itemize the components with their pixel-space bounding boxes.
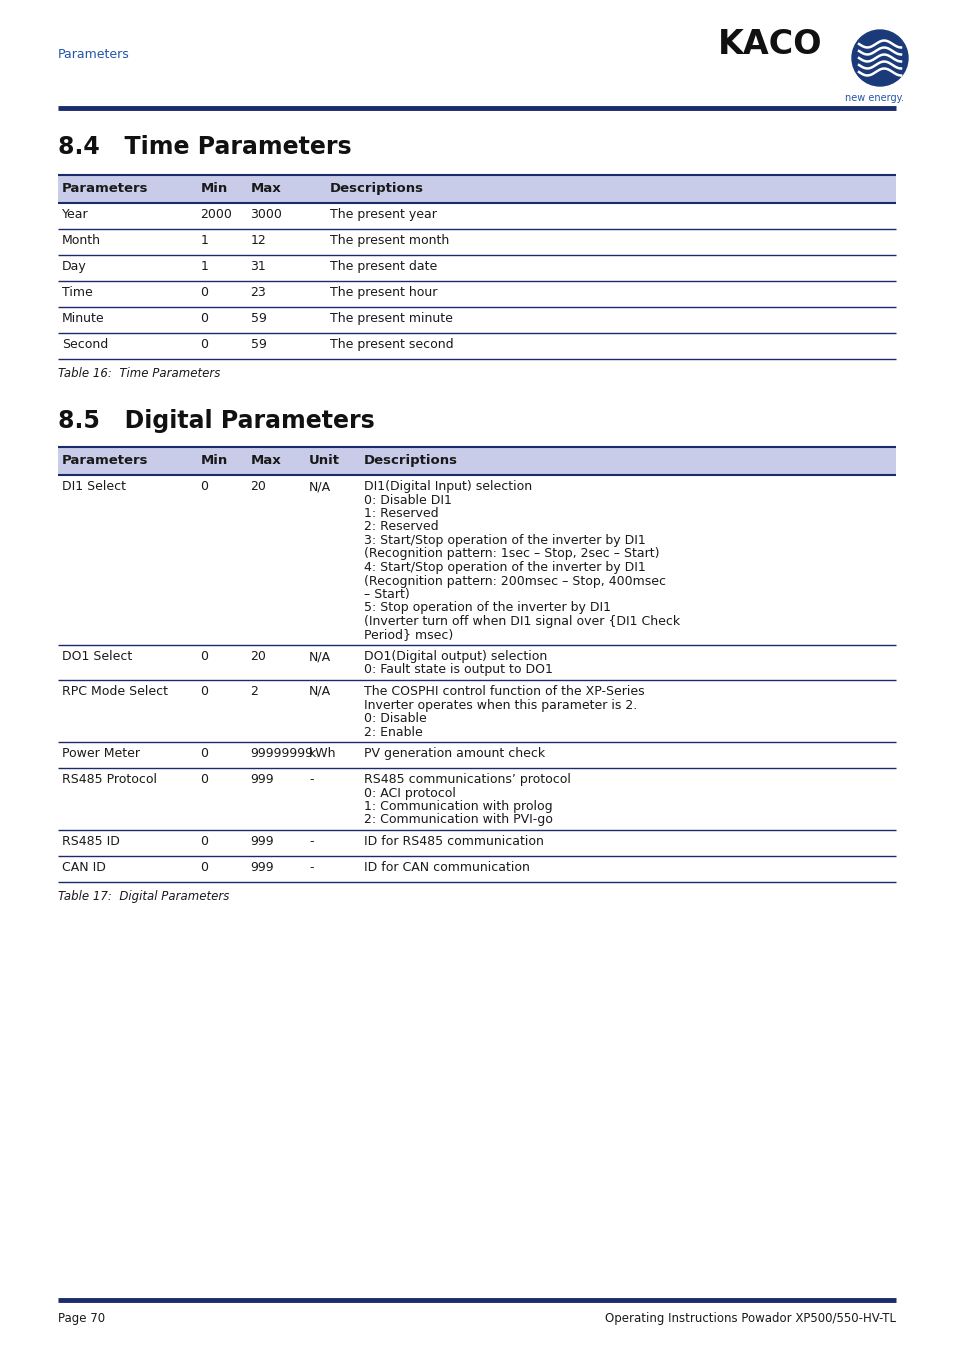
Text: Parameters: Parameters [62, 454, 149, 467]
Text: -: - [309, 836, 314, 848]
Text: ID for RS485 communication: ID for RS485 communication [363, 836, 543, 848]
Text: kWh: kWh [309, 747, 336, 760]
Text: 2: 2 [251, 684, 258, 698]
Text: 8.5   Digital Parameters: 8.5 Digital Parameters [58, 409, 375, 433]
Text: 0: Disable: 0: Disable [363, 711, 426, 725]
Text: 1: 1 [200, 234, 208, 247]
Text: Parameters: Parameters [62, 182, 149, 194]
Text: 59: 59 [251, 312, 266, 325]
Text: Month: Month [62, 234, 101, 247]
Text: 0: 0 [200, 747, 208, 760]
Text: 99999999: 99999999 [251, 747, 314, 760]
Text: N/A: N/A [309, 481, 331, 493]
Text: (Recognition pattern: 1sec – Stop, 2sec – Start): (Recognition pattern: 1sec – Stop, 2sec … [363, 548, 659, 560]
Text: Min: Min [200, 182, 227, 194]
Text: Descriptions: Descriptions [330, 182, 424, 194]
Text: – Start): – Start) [363, 589, 409, 601]
Text: 2000: 2000 [200, 208, 232, 221]
Text: 999: 999 [251, 861, 274, 873]
Text: 0: 0 [200, 286, 208, 298]
Text: Table 17:  Digital Parameters: Table 17: Digital Parameters [58, 890, 229, 903]
Text: RPC Mode Select: RPC Mode Select [62, 684, 168, 698]
Text: ID for CAN communication: ID for CAN communication [363, 861, 529, 873]
Text: 0: 0 [200, 481, 208, 493]
Text: N/A: N/A [309, 684, 331, 698]
Text: The present month: The present month [330, 234, 449, 247]
Text: new energy.: new energy. [844, 93, 903, 103]
Text: Max: Max [251, 182, 281, 194]
Text: 0: 0 [200, 312, 208, 325]
Text: RS485 Protocol: RS485 Protocol [62, 774, 157, 786]
Text: Max: Max [251, 454, 281, 467]
Text: CAN ID: CAN ID [62, 861, 106, 873]
Text: Parameters: Parameters [58, 49, 130, 61]
Bar [58, 447, 895, 475]
Text: 20: 20 [251, 649, 266, 663]
Text: Second: Second [62, 338, 108, 351]
Text: Table 16:  Time Parameters: Table 16: Time Parameters [58, 367, 220, 379]
Text: 0: 0 [200, 338, 208, 351]
Text: The present minute: The present minute [330, 312, 453, 325]
Text: 1: 1 [200, 261, 208, 273]
Text: 20: 20 [251, 481, 266, 493]
Bar [58, 176, 895, 202]
Text: PV generation amount check: PV generation amount check [363, 747, 544, 760]
Text: RS485 communications’ protocol: RS485 communications’ protocol [363, 774, 570, 786]
Text: Year: Year [62, 208, 89, 221]
Text: The present year: The present year [330, 208, 436, 221]
Text: Inverter operates when this parameter is 2.: Inverter operates when this parameter is… [363, 698, 637, 711]
Text: DI1(Digital Input) selection: DI1(Digital Input) selection [363, 481, 531, 493]
Text: 0: 0 [200, 861, 208, 873]
Text: (Recognition pattern: 200msec – Stop, 400msec: (Recognition pattern: 200msec – Stop, 40… [363, 575, 665, 587]
Text: The present second: The present second [330, 338, 454, 351]
Text: (Inverter turn off when DI1 signal over {DI1 Check: (Inverter turn off when DI1 signal over … [363, 616, 679, 628]
Text: Page 70: Page 70 [58, 1312, 105, 1324]
Text: 0: 0 [200, 774, 208, 786]
Text: 0: 0 [200, 649, 208, 663]
Text: 2: Communication with PVI-go: 2: Communication with PVI-go [363, 814, 552, 826]
Text: 0: Fault state is output to DO1: 0: Fault state is output to DO1 [363, 663, 552, 676]
Circle shape [851, 30, 907, 86]
Text: 3: Start/Stop operation of the inverter by DI1: 3: Start/Stop operation of the inverter … [363, 535, 645, 547]
Text: Descriptions: Descriptions [363, 454, 457, 467]
Text: 59: 59 [251, 338, 266, 351]
Text: -: - [309, 774, 314, 786]
Text: Unit: Unit [309, 454, 340, 467]
Text: 23: 23 [251, 286, 266, 298]
Text: The COSPHI control function of the XP-Series: The COSPHI control function of the XP-Se… [363, 684, 643, 698]
Text: DO1(Digital output) selection: DO1(Digital output) selection [363, 649, 546, 663]
Text: 3000: 3000 [251, 208, 282, 221]
Text: 31: 31 [251, 261, 266, 273]
Text: 5: Stop operation of the inverter by DI1: 5: Stop operation of the inverter by DI1 [363, 602, 610, 614]
Text: RS485 ID: RS485 ID [62, 836, 120, 848]
Text: KACO: KACO [718, 28, 821, 61]
Text: Period} msec): Period} msec) [363, 629, 453, 641]
Text: The present date: The present date [330, 261, 437, 273]
Text: DO1 Select: DO1 Select [62, 649, 132, 663]
Text: 1: Communication with prolog: 1: Communication with prolog [363, 801, 552, 813]
Text: 2: Reserved: 2: Reserved [363, 521, 437, 533]
Text: 2: Enable: 2: Enable [363, 725, 422, 738]
Text: Power Meter: Power Meter [62, 747, 140, 760]
Text: 0: 0 [200, 684, 208, 698]
Text: 0: 0 [200, 836, 208, 848]
Text: 999: 999 [251, 836, 274, 848]
Text: 0: Disable DI1: 0: Disable DI1 [363, 494, 451, 506]
Text: 1: Reserved: 1: Reserved [363, 508, 437, 520]
Text: 999: 999 [251, 774, 274, 786]
Text: Time: Time [62, 286, 92, 298]
Text: Day: Day [62, 261, 87, 273]
Text: 4: Start/Stop operation of the inverter by DI1: 4: Start/Stop operation of the inverter … [363, 562, 645, 574]
Text: DI1 Select: DI1 Select [62, 481, 126, 493]
Text: The present hour: The present hour [330, 286, 437, 298]
Text: Operating Instructions Powador XP500/550-HV-TL: Operating Instructions Powador XP500/550… [604, 1312, 895, 1324]
Text: Minute: Minute [62, 312, 105, 325]
Text: 0: ACI protocol: 0: ACI protocol [363, 787, 456, 799]
Text: 12: 12 [251, 234, 266, 247]
Text: 8.4   Time Parameters: 8.4 Time Parameters [58, 135, 352, 159]
Text: -: - [309, 861, 314, 873]
Text: N/A: N/A [309, 649, 331, 663]
Text: Min: Min [200, 454, 227, 467]
